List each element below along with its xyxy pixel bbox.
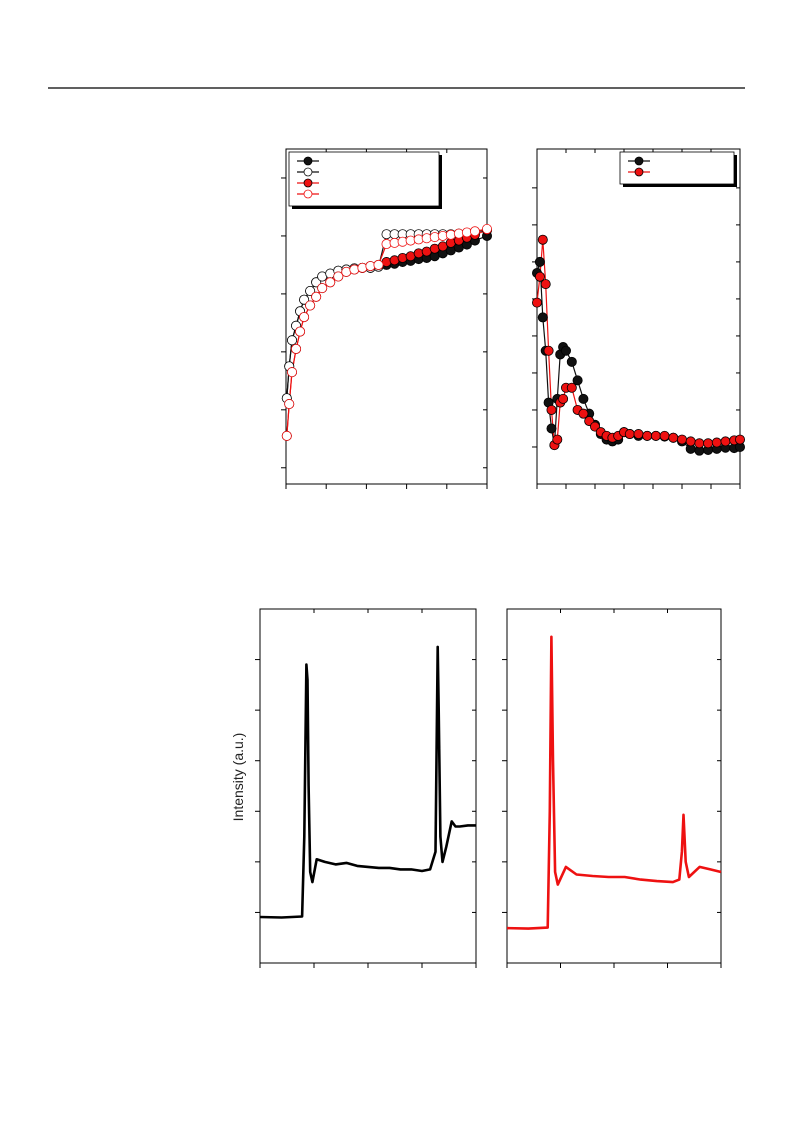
legend-marker	[303, 178, 313, 188]
data-point	[668, 432, 679, 443]
plot-frame	[506, 608, 722, 964]
data-point	[578, 393, 589, 404]
data-point	[311, 277, 322, 288]
data-point	[566, 356, 577, 367]
data-point	[397, 252, 408, 263]
data-point	[325, 277, 336, 288]
data-point	[677, 434, 688, 445]
data-point	[546, 404, 557, 415]
data-point	[561, 345, 572, 356]
data-point	[552, 434, 563, 445]
legend-marker	[303, 156, 313, 166]
data-point	[295, 326, 306, 337]
data-point	[299, 294, 310, 305]
data-point	[543, 345, 554, 356]
data-point	[287, 335, 298, 346]
data-point	[291, 343, 302, 354]
data-point	[481, 223, 492, 234]
data-point	[534, 256, 545, 267]
data-point	[299, 312, 310, 323]
data-point	[572, 375, 583, 386]
data-point	[305, 300, 316, 311]
data-point	[284, 399, 295, 410]
data-point	[287, 367, 298, 378]
series-line	[536, 239, 741, 446]
plot-frame	[285, 148, 488, 485]
data-point	[659, 430, 670, 441]
data-point	[735, 434, 746, 445]
data-point	[333, 271, 344, 282]
data-point	[537, 312, 548, 323]
data-point	[624, 429, 635, 440]
data-point	[534, 271, 545, 282]
data-point	[317, 283, 328, 294]
data-point	[685, 436, 696, 447]
plot-frame	[536, 148, 741, 485]
data-point	[566, 382, 577, 393]
data-point	[633, 429, 644, 440]
legend-marker	[634, 156, 644, 166]
data-point	[540, 279, 551, 290]
legend-marker	[303, 167, 313, 177]
y-axis-label: Intensity (a.u.)	[230, 733, 246, 822]
data-point	[537, 234, 548, 245]
series-line	[286, 229, 488, 399]
legend-marker	[634, 167, 644, 177]
data-point	[642, 430, 653, 441]
data-point	[650, 430, 661, 441]
data-point	[305, 285, 316, 296]
data-point	[711, 437, 722, 448]
legend-marker	[303, 189, 313, 199]
series-line	[506, 635, 722, 930]
data-point	[373, 259, 384, 270]
data-point	[558, 393, 569, 404]
data-point	[532, 297, 543, 308]
data-point	[578, 408, 589, 419]
data-point	[694, 438, 705, 449]
data-point	[281, 430, 292, 441]
data-point	[720, 436, 731, 447]
legend	[619, 151, 735, 185]
data-point	[546, 423, 557, 434]
data-point	[469, 226, 480, 237]
plot-frame	[259, 608, 477, 964]
series-line	[259, 645, 476, 919]
data-point	[357, 262, 368, 273]
data-point	[311, 291, 322, 302]
data-point	[349, 264, 360, 275]
series-line	[536, 261, 741, 452]
data-point	[413, 248, 424, 259]
data-point	[703, 438, 714, 449]
